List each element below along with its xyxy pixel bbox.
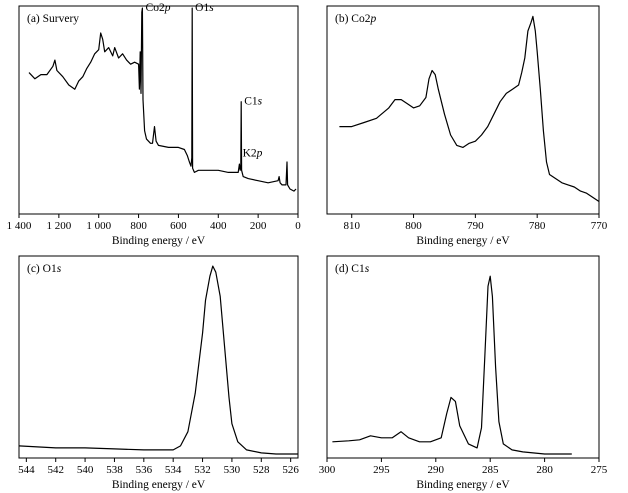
c1s-spectrum-line: [332, 275, 572, 455]
peak-annotation-co2p: Co2p: [146, 2, 171, 14]
c1s-x-tick-label: 295: [373, 464, 390, 476]
survey-x-tick-label: 1 200: [46, 220, 71, 232]
co2p-x-tick-label: 780: [529, 220, 546, 232]
survey-x-tick-label: 400: [210, 220, 227, 232]
survey-x-tick-label: 0: [295, 220, 301, 232]
c1s-x-axis-label: Binding energy / eV: [416, 479, 510, 491]
survey-x-tick-label: 1 400: [7, 220, 32, 232]
c1s-x-tick-label: 290: [428, 464, 445, 476]
co2p-x-tick-label: 790: [467, 220, 484, 232]
co2p-x-tick-label: 810: [343, 220, 360, 232]
o1s-x-axis-label: Binding energy / eV: [112, 479, 206, 491]
o1s-x-tick-label: 542: [47, 464, 64, 476]
o1s-x-tick-label: 544: [18, 464, 35, 476]
o1s-panel-label: (c) O1s: [27, 263, 62, 275]
o1s-x-tick-label: 538: [106, 464, 123, 476]
co2p-x-axis-label: Binding energy / eV: [416, 235, 510, 247]
o1s-x-tick-label: 536: [136, 464, 153, 476]
c1s-x-tick-label: 275: [591, 464, 608, 476]
c1s-x-tick-label: 280: [536, 464, 553, 476]
o1s-x-tick-label: 526: [282, 464, 299, 476]
o1s-spectrum-line: [18, 265, 298, 455]
co2p-panel: 810 800 790 780 770 Binding energy / eV (b) Co…: [326, 5, 608, 247]
peak-annotation-o1s: O1s: [195, 2, 214, 14]
peak-annotation-k2p: K2p: [243, 148, 263, 160]
c1s-x-tick-label: 285: [482, 464, 499, 476]
survey-x-tick-label: 800: [130, 220, 147, 232]
o1s-frame: [18, 255, 299, 459]
survey-x-tick-label: 600: [170, 220, 187, 232]
co2p-x-tick-label: 800: [405, 220, 422, 232]
survey-panel: 1 400 1 200 1 000 800 600 400 200 0 Binding ener…: [7, 2, 302, 247]
c1s-panel: 300 295 290 285 280 275 Binding energy / eV (d)…: [319, 255, 608, 491]
c1s-frame: [326, 255, 600, 459]
o1s-x-tick-label: 540: [77, 464, 94, 476]
survey-x-axis-label: Binding energy / eV: [112, 235, 206, 247]
peak-annotation-c1s: C1s: [244, 96, 262, 108]
o1s-x-tick-label: 534: [165, 464, 182, 476]
co2p-spectrum-line: [339, 15, 600, 203]
survey-spectrum-line: [28, 7, 297, 192]
survey-frame: [18, 5, 299, 215]
c1s-x-tick-label: 300: [319, 464, 336, 476]
o1s-x-tick-label: 530: [224, 464, 241, 476]
survey-x-tick-label: 1 000: [86, 220, 111, 232]
survey-x-tick-label: 200: [250, 220, 267, 232]
c1s-panel-label: (d) C1s: [335, 263, 370, 275]
co2p-panel-label: (b) Co2p: [335, 13, 376, 25]
co2p-x-tick-label: 770: [591, 220, 608, 232]
o1s-panel: 544 542 540 538 536 534 532 530 528 526 Binding en…: [18, 255, 299, 491]
survey-panel-label: (a) Survery: [27, 13, 79, 25]
o1s-x-tick-label: 528: [253, 464, 270, 476]
o1s-x-tick-label: 532: [194, 464, 211, 476]
co2p-frame: [326, 5, 600, 215]
